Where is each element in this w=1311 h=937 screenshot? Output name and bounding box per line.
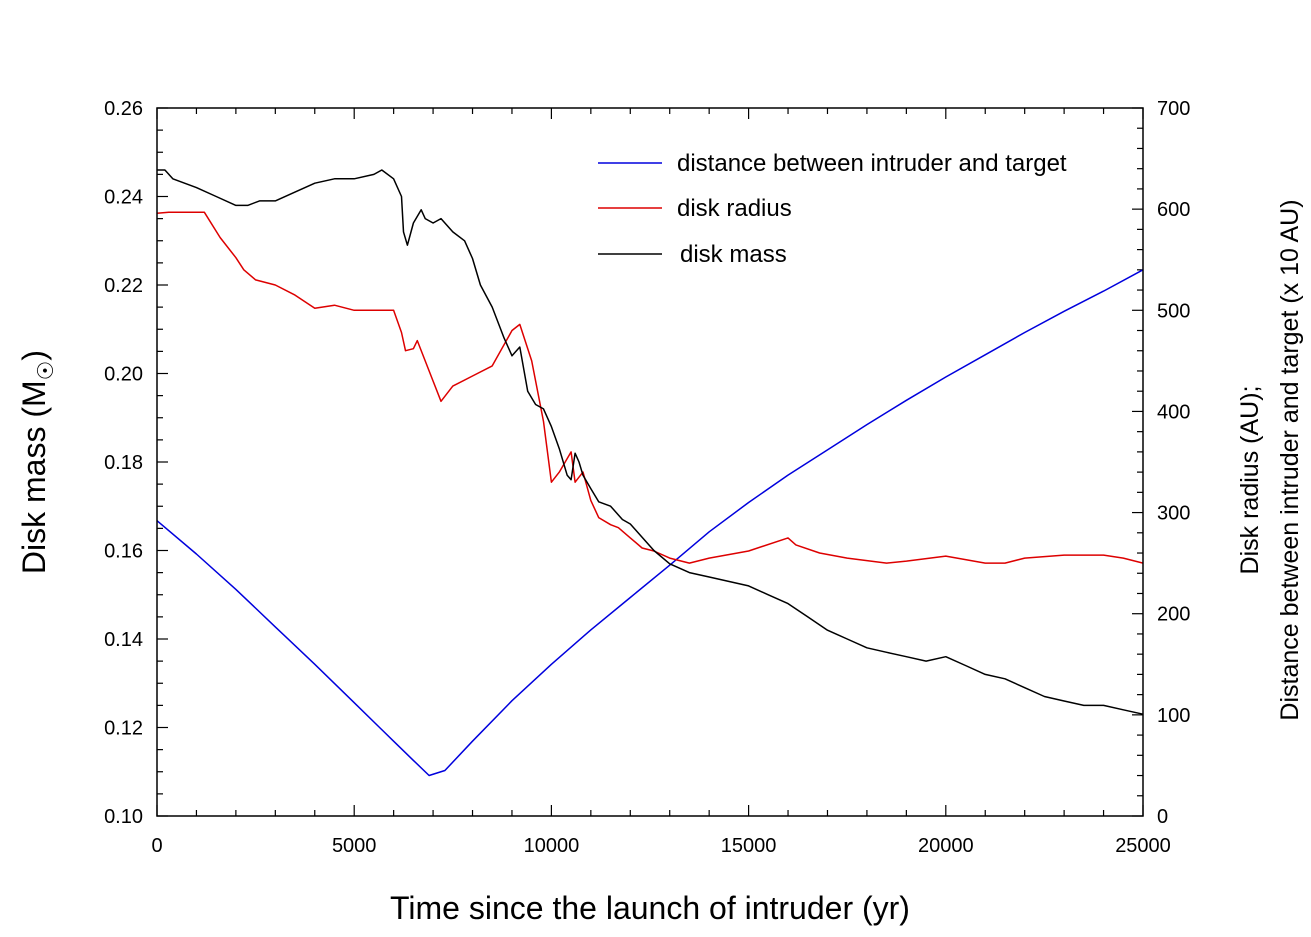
x-tick-label: 0 xyxy=(151,835,162,857)
y-left-tick-label: 0.14 xyxy=(104,629,143,651)
legend-label-disk-radius: disk radius xyxy=(677,195,792,222)
y-right-tick-label: 100 xyxy=(1157,705,1190,727)
y-left-tick-label: 0.22 xyxy=(104,275,143,297)
y-left-tick-label: 0.20 xyxy=(104,364,143,386)
y-left-tick-label: 0.12 xyxy=(104,718,143,740)
legend-label-disk-mass: disk mass xyxy=(680,241,787,268)
x-axis-title: Time since the launch of intruder (yr) xyxy=(390,890,910,926)
distance-line xyxy=(156,269,1144,777)
y-right-tick-label: 300 xyxy=(1157,503,1190,525)
y-right-tick-label: 500 xyxy=(1157,300,1190,322)
y-left-tick-label: 0.26 xyxy=(104,98,143,120)
y-right-tick-label: 200 xyxy=(1157,604,1190,626)
series-layer xyxy=(156,169,1144,777)
disk-radius-line xyxy=(156,211,1144,564)
y-right-tick-label: 700 xyxy=(1157,98,1190,120)
y-axis-title-right-line1: Disk radius (AU); xyxy=(1236,386,1264,575)
disk-mass-line xyxy=(157,169,1144,715)
y-left-tick-label: 0.24 xyxy=(104,187,143,209)
y-left-tick-label: 0.18 xyxy=(104,452,143,474)
x-tick-label: 10000 xyxy=(524,835,580,857)
legend: distance between intruder and target dis… xyxy=(598,150,1067,268)
y-axis-title-right-line2: Distance between intruder and target (x … xyxy=(1276,199,1304,720)
y-left-title-prefix: Disk mass (M xyxy=(16,380,52,574)
y-left-tick-label: 0.10 xyxy=(104,806,143,828)
tick-marks xyxy=(156,107,1144,817)
tick-labels: 0 5000 10000 15000 20000 250000.100.120.140.1… xyxy=(104,98,1190,857)
y-left-title-sun-symbol: ☉ xyxy=(33,361,58,381)
x-tick-label: 20000 xyxy=(918,835,974,857)
plot-frame xyxy=(156,107,1144,817)
y-left-title-suffix: ) xyxy=(16,350,52,361)
x-tick-label: 15000 xyxy=(721,835,777,857)
y-right-tick-label: 600 xyxy=(1157,199,1190,221)
legend-label-distance: distance between intruder and target xyxy=(677,150,1067,177)
y-right-tick-label: 0 xyxy=(1157,806,1168,828)
y-right-tick-label: 400 xyxy=(1157,401,1190,423)
y-axis-title-left: Disk mass (M☉) xyxy=(16,350,58,574)
x-tick-label: 25000 xyxy=(1115,835,1171,857)
y-left-tick-label: 0.16 xyxy=(104,541,143,563)
x-tick-label: 5000 xyxy=(332,835,377,857)
